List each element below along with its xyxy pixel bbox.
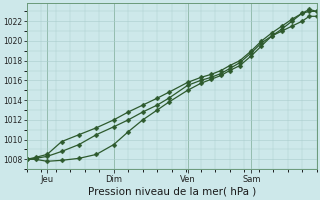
X-axis label: Pression niveau de la mer( hPa ): Pression niveau de la mer( hPa ) [88, 187, 256, 197]
